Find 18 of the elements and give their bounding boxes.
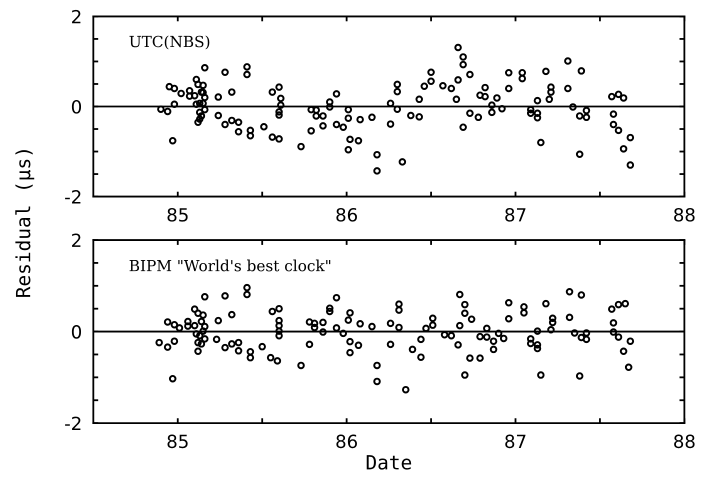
x-tick-label: 87 [505, 434, 526, 448]
y-axis-title: Residual (μs) [15, 150, 34, 297]
annotation: BIPM "World's best clock" [130, 260, 330, 272]
y-tick-label: 0 [72, 100, 82, 114]
x-tick-label: 88 [674, 208, 695, 222]
x-axis-title: Date [366, 455, 412, 470]
x-tick-label: 85 [167, 434, 188, 448]
y-tick-label: -2 [65, 190, 80, 204]
y-tick-label: 2 [72, 10, 80, 24]
x-tick-label: 85 [167, 208, 188, 222]
x-tick-label: 87 [505, 208, 526, 222]
annotation: UTC(NBS) [130, 35, 210, 50]
x-tick-label: 86 [336, 208, 357, 222]
y-tick-label: 2 [72, 234, 80, 247]
x-tick-label: 88 [674, 434, 695, 448]
x-tick-label: 86 [336, 434, 357, 448]
y-tick-label: 0 [72, 325, 82, 339]
y-tick-label: -2 [65, 416, 80, 430]
